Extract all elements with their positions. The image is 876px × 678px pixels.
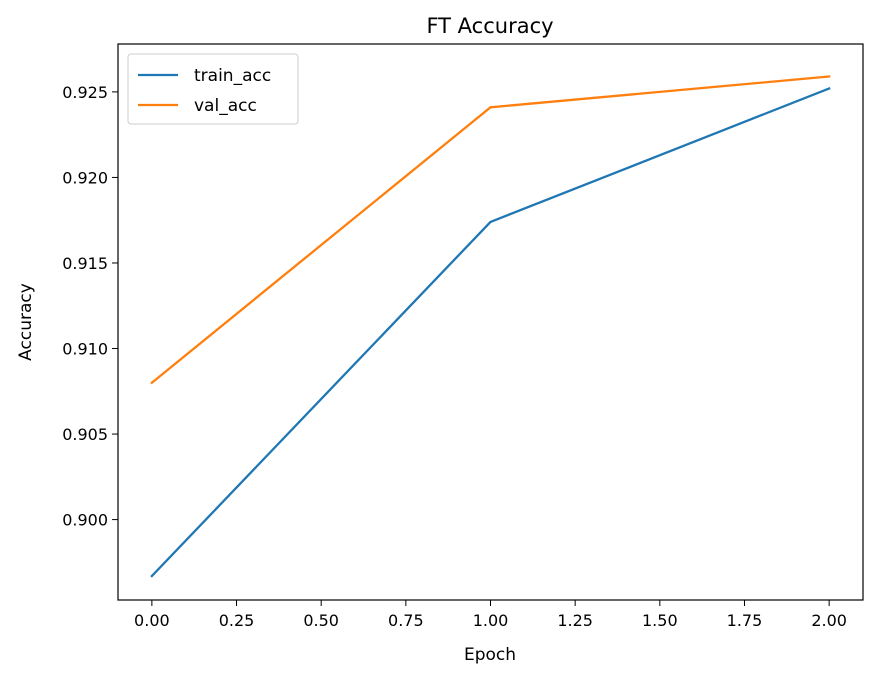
x-tick-label: 0.25 — [219, 611, 255, 630]
y-tick-label: 0.915 — [62, 254, 108, 273]
y-axis: 0.900 0.905 0.910 0.915 0.920 0.925 — [62, 83, 118, 530]
x-tick-label: 1.50 — [642, 611, 678, 630]
plot-area — [117, 43, 864, 601]
x-axis: 0.00 0.25 0.50 0.75 1.00 1.25 1.50 1.75 2.00 — [134, 600, 847, 630]
y-tick-label: 0.925 — [62, 83, 108, 102]
x-tick-label: 0.50 — [303, 611, 339, 630]
plot-frame — [117, 43, 864, 601]
series-line-val-acc — [150, 75, 831, 385]
y-tick-label: 0.900 — [62, 511, 108, 530]
x-tick-label: 1.25 — [557, 611, 593, 630]
legend-label-train-acc: train_acc — [194, 66, 271, 86]
series-lines — [150, 75, 831, 578]
legend-label-val-acc: val_acc — [194, 96, 257, 116]
x-tick-label: 1.75 — [727, 611, 763, 630]
x-axis-label: Epoch — [464, 645, 516, 665]
x-tick-label: 0.75 — [388, 611, 424, 630]
y-tick-label: 0.910 — [62, 340, 108, 359]
y-axis-label: Accuracy — [16, 283, 36, 361]
legend: train_acc val_acc — [127, 53, 299, 125]
x-tick-label: 2.00 — [811, 611, 847, 630]
legend-box — [127, 53, 299, 125]
series-line-train-acc — [150, 86, 831, 578]
y-tick-label: 0.905 — [62, 425, 108, 444]
x-tick-label: 0.00 — [134, 611, 170, 630]
y-tick-label: 0.920 — [62, 168, 108, 187]
chart-title: FT Accuracy — [426, 14, 553, 38]
x-tick-label: 1.00 — [473, 611, 509, 630]
